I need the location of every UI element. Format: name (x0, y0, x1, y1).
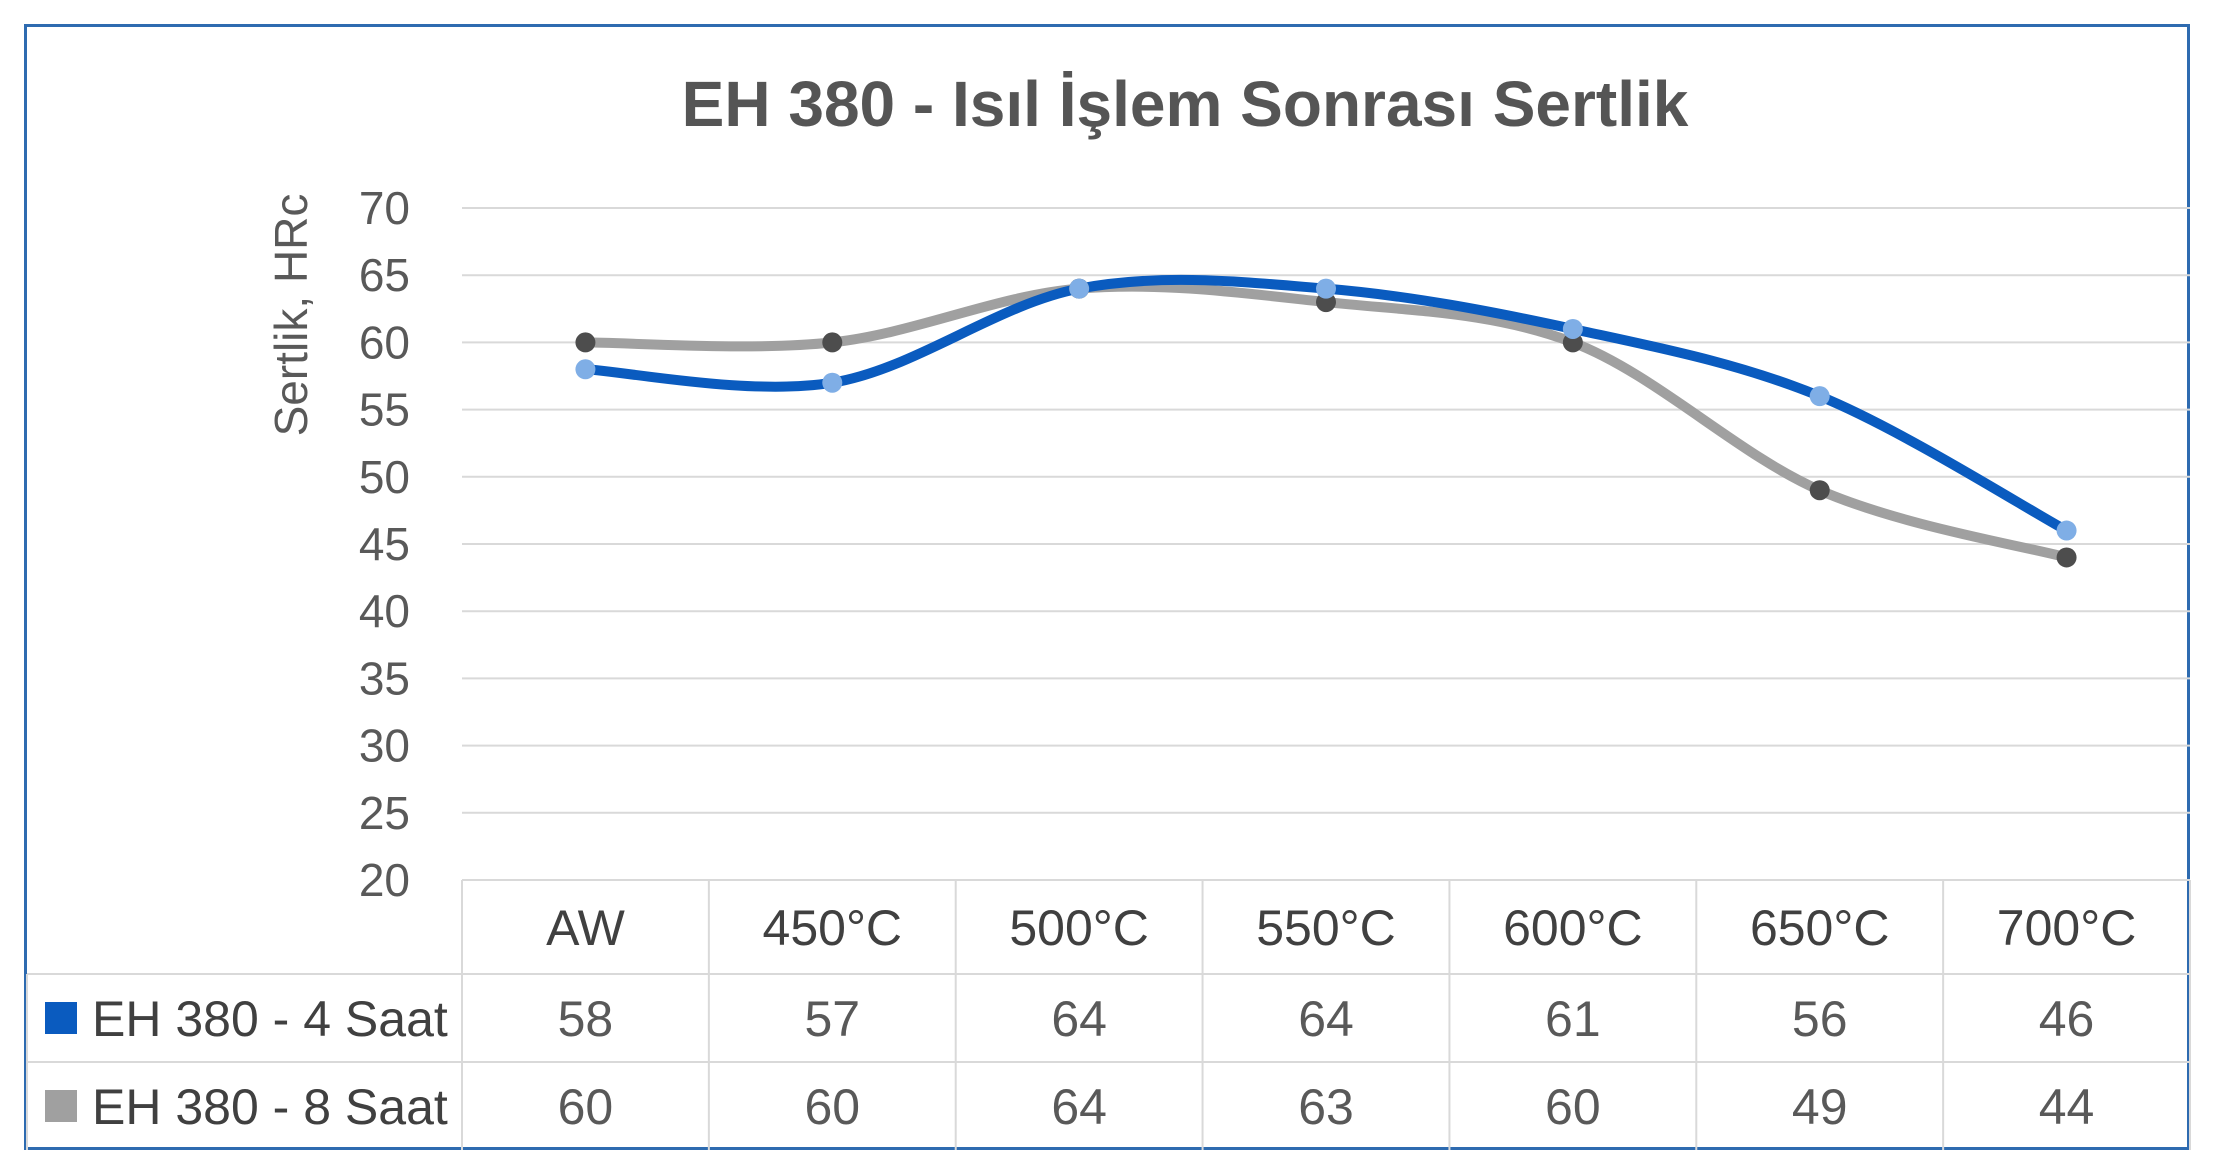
data-point (822, 332, 843, 353)
category-label: 450°C (763, 900, 903, 956)
y-tick-label: 35 (359, 652, 410, 704)
data-table-cell: 44 (2039, 1079, 2095, 1135)
y-tick-label: 65 (359, 249, 410, 301)
data-table-cell: 49 (1792, 1079, 1848, 1135)
data-table-cell: 57 (804, 991, 860, 1047)
data-table-cell: 60 (558, 1079, 614, 1135)
data-table-cell: 63 (1298, 1079, 1354, 1135)
y-tick-label: 70 (359, 182, 410, 234)
data-table-cell: 64 (1051, 1079, 1107, 1135)
y-tick-label: 45 (359, 518, 410, 570)
y-tick-label: 20 (359, 854, 410, 906)
data-point (822, 372, 843, 393)
data-table-cell: 60 (1545, 1079, 1601, 1135)
data-point (1809, 480, 1830, 501)
category-label: 550°C (1256, 900, 1396, 956)
y-axis-label: Sertlik, HRc (265, 194, 317, 437)
chart-frame (24, 24, 2190, 1150)
y-tick-label: 55 (359, 384, 410, 436)
series-line (580, 281, 2072, 563)
y-tick-label: 60 (359, 316, 410, 368)
category-label: 700°C (1997, 900, 2137, 956)
category-label: 600°C (1503, 900, 1643, 956)
category-label: 500°C (1009, 900, 1149, 956)
data-table-cell: 58 (558, 991, 614, 1047)
data-point (2056, 520, 2077, 541)
category-label: AW (546, 900, 625, 956)
data-point (1069, 278, 1090, 299)
data-table-cell: 60 (804, 1079, 860, 1135)
y-tick-label: 30 (359, 720, 410, 772)
y-tick-label: 25 (359, 787, 410, 839)
data-point (575, 332, 596, 353)
legend-swatch (45, 1090, 77, 1122)
legend-swatch (45, 1002, 77, 1034)
series-markers (575, 278, 2077, 568)
data-table-cell: 64 (1298, 991, 1354, 1047)
legend-entry: EH 380 - 8 Saat (92, 1079, 448, 1135)
data-point (575, 359, 596, 380)
category-label: 650°C (1750, 900, 1890, 956)
data-table: AW 450°C 500°C 550°C 600°C 650°C 700°C EH 380 -… (26, 880, 2191, 1150)
chart-title: EH 380 - Isıl İşlem Sonrası Sertlik (682, 68, 1689, 140)
series-lines (580, 274, 2072, 563)
legend-entry: EH 380 - 4 Saat (92, 991, 448, 1047)
data-table-cell: 64 (1051, 991, 1107, 1047)
data-point (1809, 386, 1830, 407)
series-line (580, 274, 2072, 536)
data-table-cell: 56 (1792, 991, 1848, 1047)
data-point (1316, 278, 1336, 299)
y-tick-labels: 20 25 30 35 40 45 50 55 60 65 70 (359, 182, 410, 906)
data-table-cell: 46 (2039, 991, 2095, 1047)
data-point (2056, 547, 2077, 568)
y-tick-label: 40 (359, 585, 410, 637)
data-point (1562, 318, 1583, 339)
data-table-cell: 61 (1545, 991, 1601, 1047)
y-tick-label: 50 (359, 451, 410, 503)
